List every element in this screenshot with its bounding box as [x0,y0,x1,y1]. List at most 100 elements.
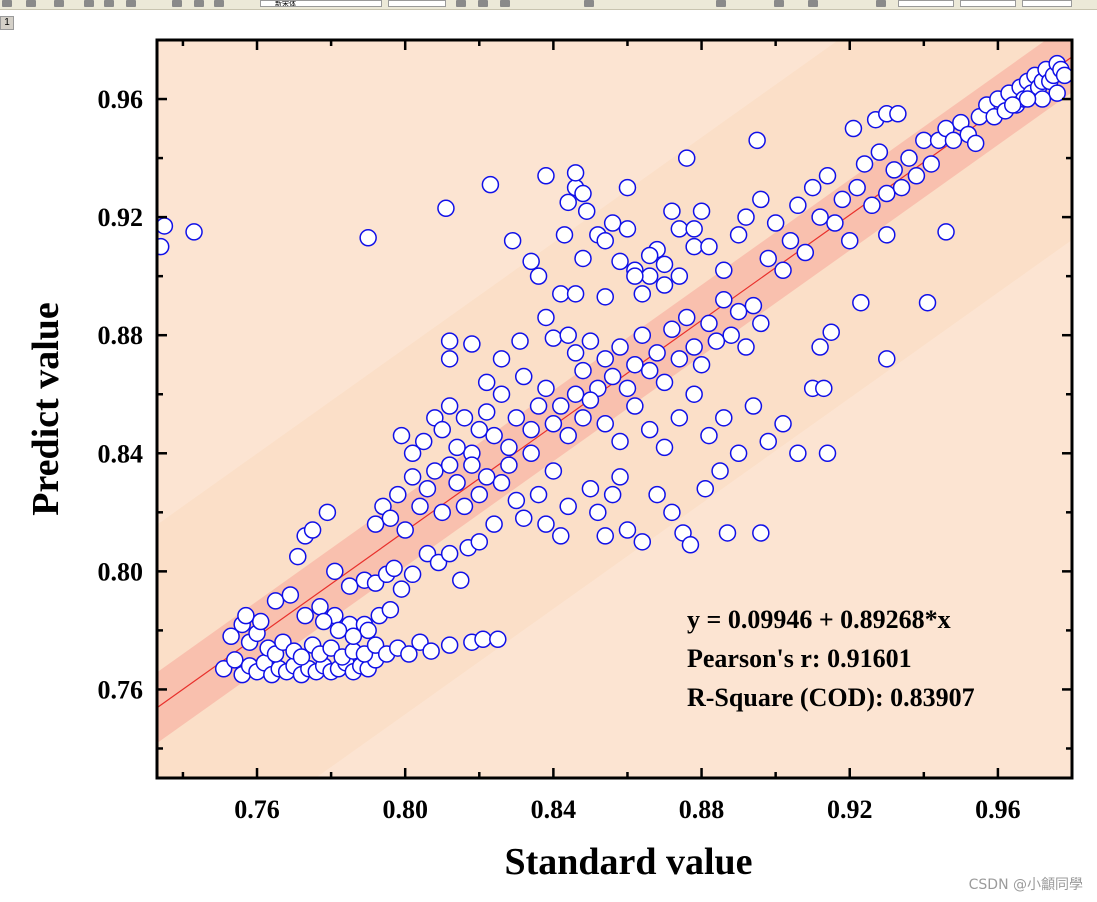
data-point [748,131,766,150]
line-style-icon[interactable] [876,0,886,7]
watermark: CSDN @小龥同學 [968,877,1083,893]
data-point [618,521,637,539]
data-point [448,474,466,492]
data-point [581,332,600,350]
data-point [237,606,255,625]
copy-icon[interactable] [126,0,136,7]
data-point [340,577,359,595]
data-point [440,636,459,654]
data-point [359,621,377,640]
underline-icon[interactable] [500,0,510,7]
data-point [455,409,474,427]
data-point [852,293,870,312]
data-point [403,468,422,486]
color-field[interactable] [960,0,1016,7]
line-width-field[interactable] [898,0,954,7]
data-point [574,249,592,268]
data-point [670,409,689,427]
data-point [566,285,585,303]
data-point [400,645,418,663]
data-point [552,397,570,415]
data-point [566,385,585,403]
y-tick-label: 0.76 [98,675,144,704]
font-size-icon[interactable] [584,0,594,7]
data-point [559,497,577,516]
data-point [463,335,481,353]
data-point [392,426,411,445]
data-point [1048,84,1066,102]
chart-icon[interactable] [84,0,94,7]
data-point [452,571,470,589]
data-point [822,323,840,341]
align-right-icon[interactable] [808,0,818,7]
data-point [848,178,866,197]
data-point [648,344,666,362]
align-left-icon[interactable] [716,0,726,7]
data-point [918,293,937,312]
data-point [559,326,577,344]
data-point [663,320,681,339]
align-center-icon[interactable] [774,0,784,7]
data-point [729,226,748,244]
y-tick-label: 0.88 [98,321,144,350]
paste-icon[interactable] [214,0,224,7]
data-point [500,438,518,457]
pearson-r: Pearson's r: 0.91601 [687,644,912,673]
calculator-icon[interactable] [54,0,64,7]
data-point [603,485,622,504]
grid-icon[interactable] [2,0,12,7]
data-point [855,155,874,173]
data-point [759,432,777,451]
data-point [626,397,644,415]
redo-icon[interactable] [194,0,204,7]
data-point [581,479,600,498]
x-tick-label: 0.84 [531,795,577,824]
font-size-field[interactable] [388,0,446,7]
data-point [289,547,307,566]
x-tick-label: 0.88 [679,795,725,824]
data-point [392,580,411,598]
data-point [863,196,881,215]
data-point [752,190,770,209]
page-tab[interactable]: 1 [0,16,14,30]
data-point [655,373,674,392]
data-point [789,444,807,463]
italic-icon[interactable] [478,0,488,7]
data-point [611,252,629,271]
data-point [433,503,451,522]
data-point [481,175,500,194]
data-point [552,527,570,545]
y-tick-label: 0.92 [98,203,144,232]
data-point [492,385,511,403]
data-point [596,350,614,368]
data-point [440,332,459,350]
data-point [318,503,337,522]
data-point [603,214,622,232]
data-point [266,592,285,610]
data-point [422,642,440,660]
gear-icon[interactable] [104,0,114,7]
data-point [470,420,489,439]
font-name-dropdown[interactable]: 新宋体 [260,0,382,7]
data-point [618,220,637,238]
data-point [922,155,940,173]
data-point [603,367,622,386]
data-point [752,314,770,333]
data-point [677,308,696,327]
data-point [907,167,926,185]
table-icon[interactable] [26,0,36,7]
data-point [514,367,533,386]
undo-icon[interactable] [172,0,182,7]
data-point [437,199,455,218]
data-point [455,497,474,516]
data-point [633,533,652,551]
data-point [485,426,503,445]
bold-icon[interactable] [456,0,466,7]
data-point [507,491,526,510]
data-point [544,462,563,480]
data-point [440,397,459,415]
data-point [529,485,548,504]
data-point [511,332,529,350]
data-point [477,468,496,486]
size-field[interactable] [1022,0,1072,7]
